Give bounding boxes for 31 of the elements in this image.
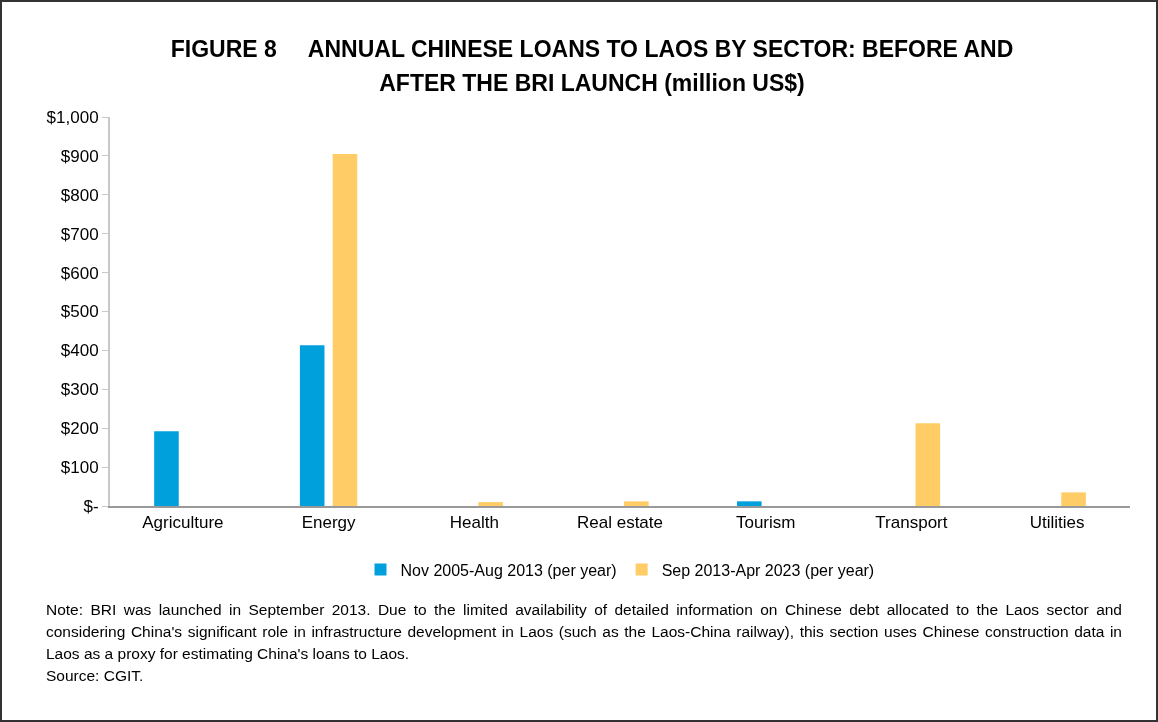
bar <box>299 345 325 506</box>
y-tick-label: $900 <box>60 146 99 166</box>
text: Note: BRI was launched in September 2013. Due to the limited availability of detailed information on Chinese debt allocated to the Laos sector and considering China's significant role in infrastructure development in Laos (such as the Laos-China railway), this section uses Chinese construction data in Laos as a proxy for estimating China's loans to Laos. <box>46 600 1122 664</box>
bar <box>737 501 762 506</box>
y-tick-label: $100 <box>60 458 99 478</box>
legend-label: Nov 2005-Aug 2013 (per year) <box>400 561 617 579</box>
x-tick-label: Energy <box>301 513 356 533</box>
y-tick-label: $1,000 <box>46 107 99 127</box>
bar <box>915 423 941 506</box>
x-tick-label: Health <box>449 513 499 533</box>
x-tick-label: Tourism <box>735 513 796 533</box>
bar <box>478 502 503 506</box>
x-tick-label: Utilities <box>1029 513 1085 533</box>
y-tick-label: $300 <box>60 380 99 400</box>
y-tick-label: $- <box>83 496 99 516</box>
y-tick-label: $200 <box>60 419 99 439</box>
y-tick-label: $700 <box>60 224 99 244</box>
chart-title: FIGURE 8 ANNUAL CHINESE LOANS TO LAOS BY SECTOR: BEFORE AND AFTER THE BRI LAUNCH (million US$) <box>169 35 1015 98</box>
source-note: Source: CGIT. <box>46 666 145 686</box>
bar <box>624 501 649 506</box>
y-tick-label: $400 <box>60 341 99 361</box>
x-tick-label: Agriculture <box>142 513 224 533</box>
legend-label: Sep 2013-Apr 2023 (per year) <box>661 561 875 579</box>
bar <box>1061 492 1086 506</box>
bar <box>332 153 358 506</box>
y-tick-label: $800 <box>60 185 99 205</box>
bar <box>154 431 179 506</box>
y-tick-label: $500 <box>60 302 99 322</box>
x-tick-label: Real estate <box>577 513 663 533</box>
y-tick-label: $600 <box>60 263 99 283</box>
x-tick-label: Transport <box>875 513 948 533</box>
